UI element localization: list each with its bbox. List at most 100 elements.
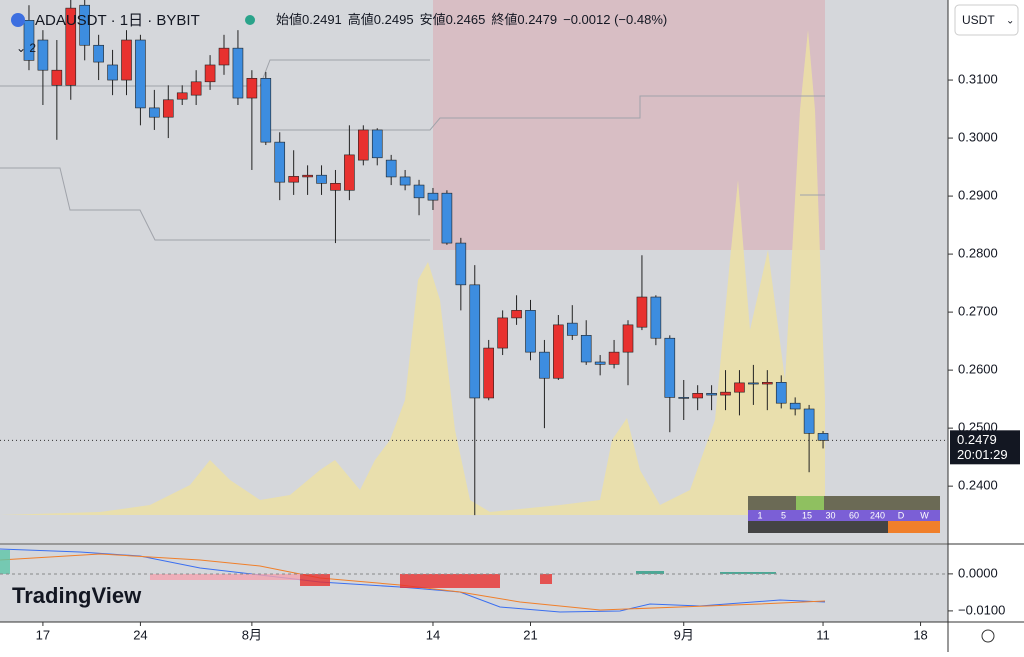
countdown: 20:01:29 [957, 447, 1008, 462]
candle-body [302, 174, 313, 178]
candle-body [469, 284, 481, 399]
candle-body [37, 39, 49, 71]
legend-value: 0.2495 [374, 12, 414, 27]
candle-body [65, 7, 77, 86]
volume-profile [0, 30, 825, 515]
brand: TradingView [12, 583, 142, 608]
y2-tick-label: −0.0100 [958, 602, 1005, 617]
timeframe-widget: 1 5 15 30 60 240 D W [748, 496, 940, 533]
y-tick-label: 0.3000 [958, 130, 998, 145]
currency-button[interactable] [954, 4, 1019, 36]
tf-active [796, 496, 824, 510]
currency-caret: ⌄ [1006, 16, 1014, 27]
candle-body [636, 296, 648, 328]
hist-bar [720, 572, 776, 574]
candle-body [455, 242, 467, 286]
timeframe: 240 [870, 510, 885, 520]
y-tick-label: 0.2600 [958, 362, 998, 377]
candle-body [734, 382, 745, 393]
candle-body [121, 39, 132, 81]
legend-label: 高値 [348, 12, 374, 27]
legend-label: 安値 [420, 12, 446, 27]
x-tick-label: 9月 [674, 627, 694, 642]
y-tick-label: 0.2400 [958, 478, 998, 493]
candle-body [539, 351, 550, 379]
x-tick-label: 18 [913, 627, 927, 642]
candle-body [385, 159, 397, 178]
candle-body [678, 397, 690, 399]
hist-bar [300, 574, 330, 586]
indicator-count: 2 [29, 41, 36, 55]
candle-body [553, 324, 564, 379]
candle-body [135, 39, 146, 109]
candle-body [149, 107, 160, 118]
legend-value: 0.2465 [446, 12, 486, 27]
candle-body [789, 402, 801, 410]
candle-body [51, 69, 63, 86]
candle-body [330, 183, 341, 191]
candle-body [371, 129, 383, 159]
currency: USDT [962, 13, 995, 27]
legend-value: 0.2479 [517, 12, 557, 27]
y-tick-label: 0.2800 [958, 246, 998, 261]
band-line [0, 59, 430, 87]
settings-icon[interactable] [981, 629, 995, 643]
timeframe: 15 [802, 510, 812, 520]
candle-body [427, 192, 439, 201]
candle-body [566, 322, 578, 336]
candle-body [23, 20, 35, 61]
candle-body [803, 408, 815, 434]
y-tick-label: 0.2900 [958, 188, 998, 203]
band-line [0, 167, 430, 241]
hist-bar [0, 550, 10, 574]
candle-body [483, 347, 494, 399]
candle-body [706, 393, 717, 396]
y-tick-label: 0.3100 [958, 71, 998, 86]
candle-body [692, 393, 703, 399]
candle-body [344, 154, 355, 191]
macd-histogram [0, 550, 776, 588]
candle-body [260, 78, 272, 143]
candle-body [107, 64, 118, 81]
legend-label: 始値 [276, 12, 302, 27]
x-tick-label: 24 [133, 627, 147, 642]
candle-body [775, 382, 787, 404]
candle-body [622, 324, 634, 353]
candle-body [358, 129, 369, 161]
candle-body [288, 176, 299, 183]
timeframe: W [920, 510, 929, 520]
x-tick-label: 17 [36, 627, 50, 642]
candle-body [525, 310, 536, 353]
candle-body [246, 78, 258, 99]
timeframe: D [898, 510, 905, 520]
timeframe: 5 [781, 510, 786, 520]
indicator-toggle[interactable]: ⌄ 2 [16, 41, 36, 55]
candle-body [650, 296, 662, 339]
x-tick-label: 21 [523, 627, 537, 642]
status-dot [245, 15, 255, 25]
y2-tick-label: 0.0000 [958, 565, 998, 580]
hist-bar [400, 574, 500, 588]
candles [23, 0, 829, 516]
hist-bar [636, 571, 664, 574]
candle-body [748, 382, 759, 385]
x-tick-label: 14 [426, 627, 440, 642]
y-tick-label: 0.2500 [958, 420, 998, 435]
band-line [270, 95, 825, 131]
candle-body [218, 47, 230, 66]
tf-cell [888, 521, 940, 533]
symbol: ADAUSDT · 1日 · BYBIT [35, 12, 200, 29]
candle-body [594, 361, 606, 365]
last-price: 0.2479 [957, 432, 997, 447]
candle-body [441, 192, 453, 244]
y-tick-label: 0.2700 [958, 304, 998, 319]
legend-label: 終値 [491, 12, 517, 27]
candle-body [190, 81, 202, 96]
candle-body [608, 351, 620, 365]
candle-body [232, 47, 244, 99]
candle-body [497, 317, 508, 349]
x-tick-label: 8月 [242, 627, 262, 642]
candle-body [817, 433, 829, 441]
candle-body [664, 337, 676, 398]
